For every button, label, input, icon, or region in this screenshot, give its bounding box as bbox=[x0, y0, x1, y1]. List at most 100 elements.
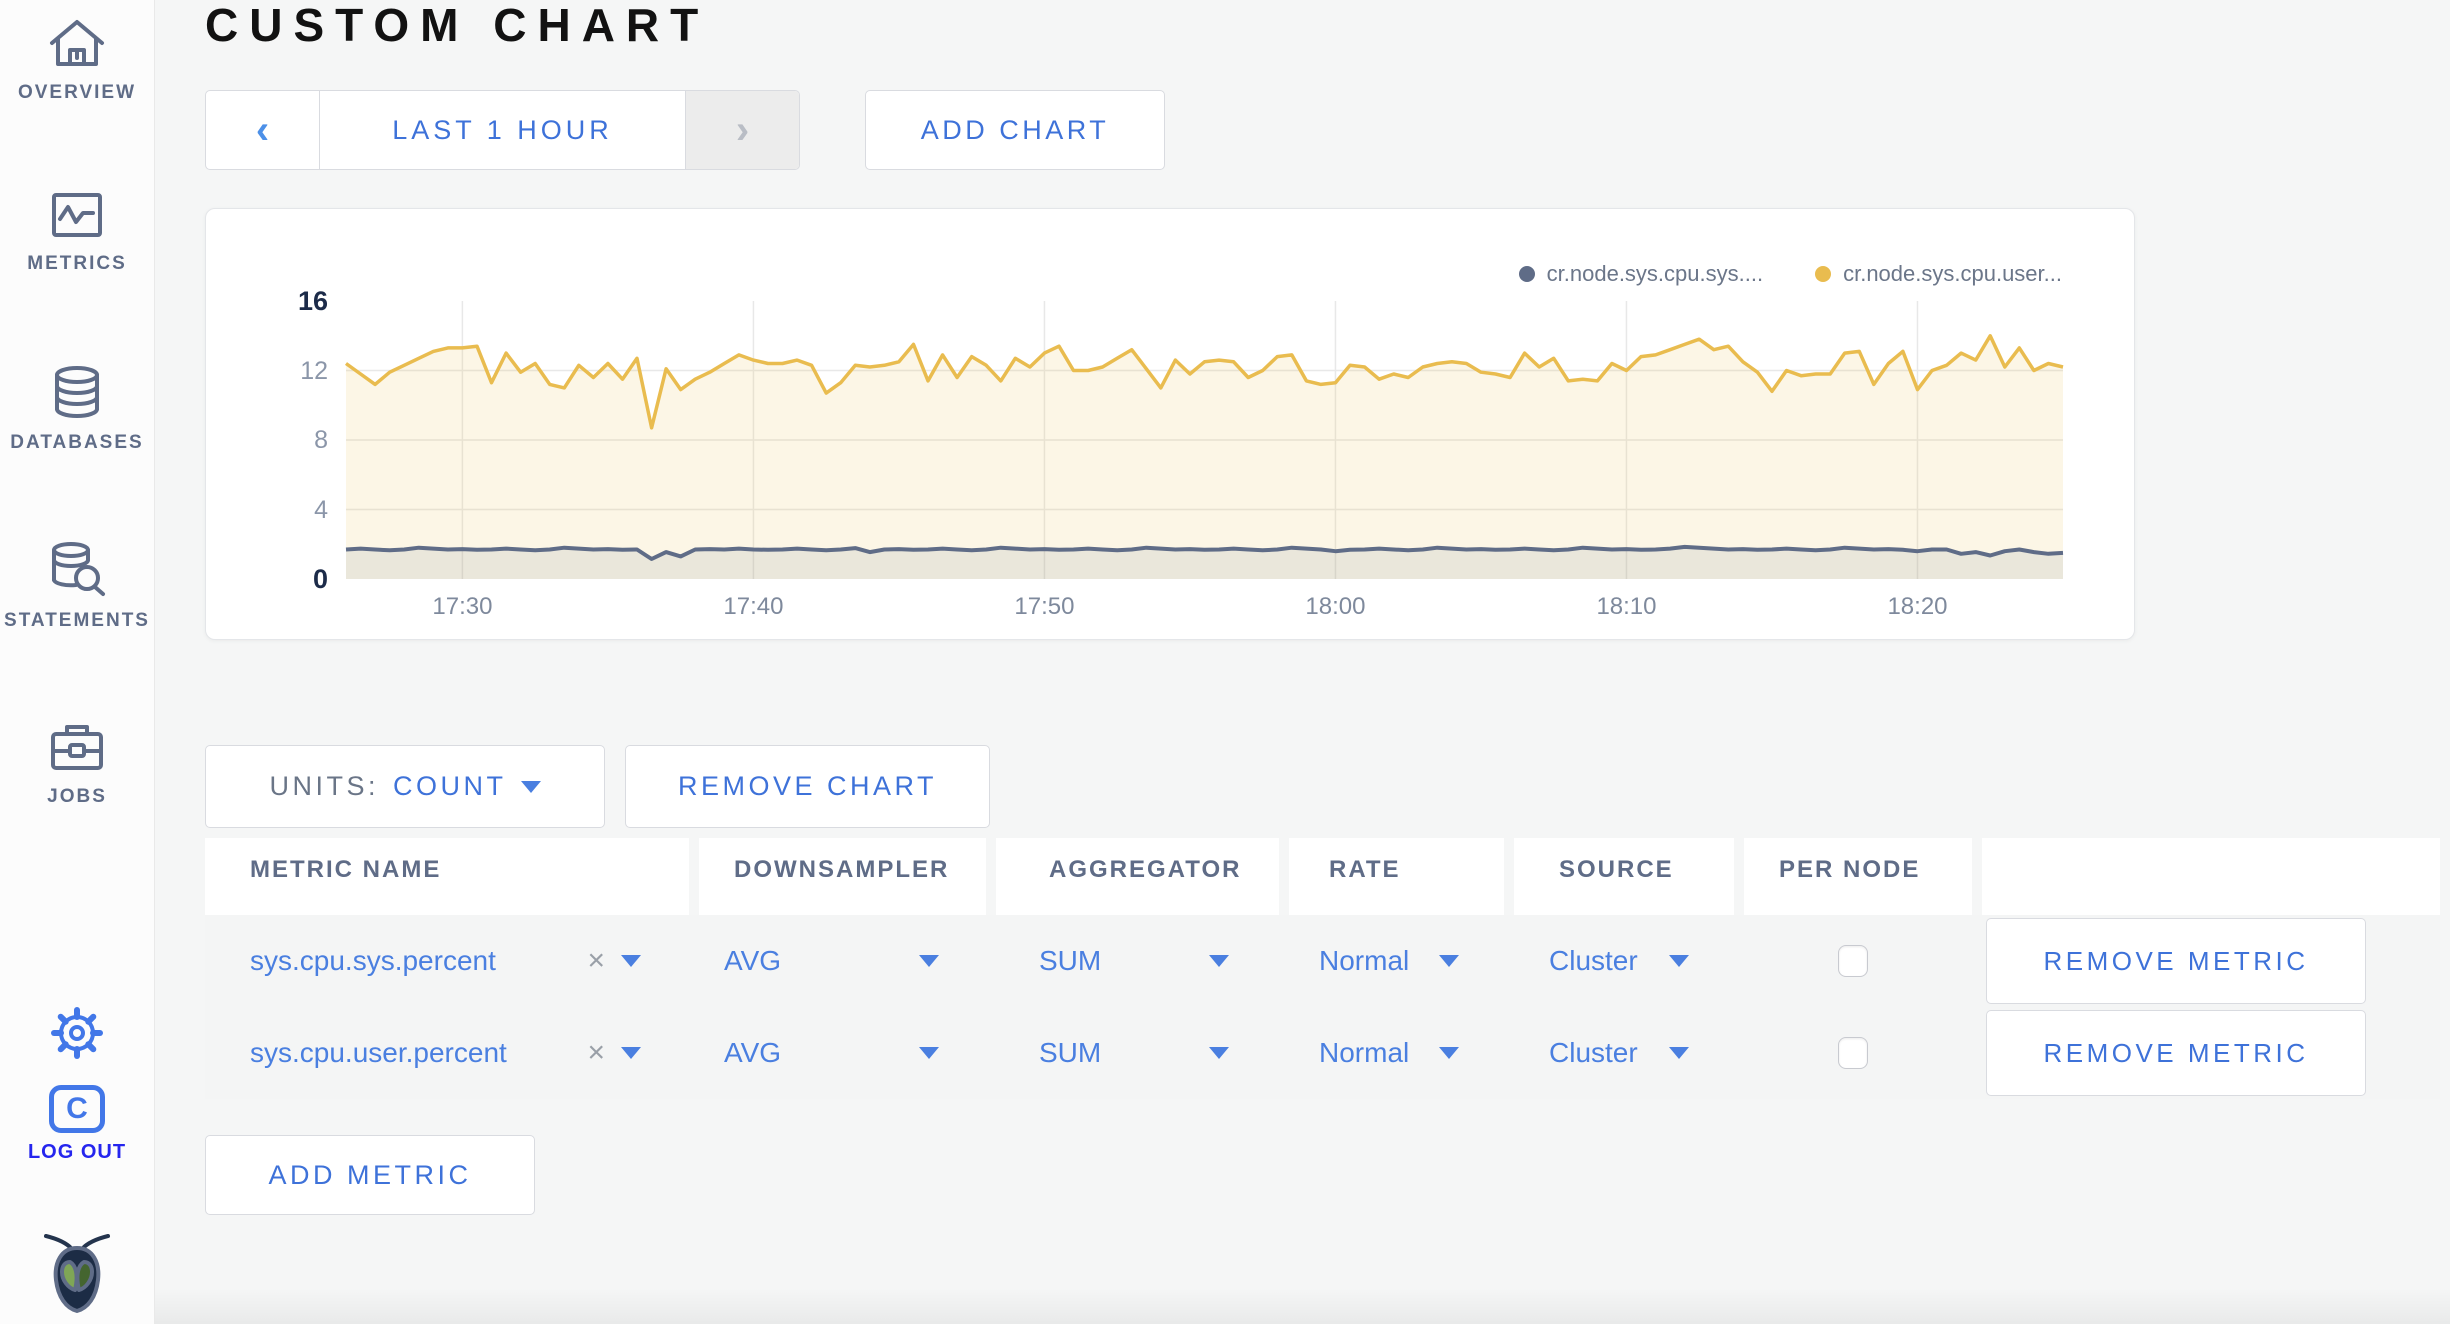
metrics-table: METRIC NAME DOWNSAMPLER AGGREGATOR RATE … bbox=[205, 838, 2440, 1099]
table-header-row: METRIC NAME DOWNSAMPLER AGGREGATOR RATE … bbox=[205, 838, 2440, 915]
clear-icon[interactable]: × bbox=[587, 1036, 605, 1069]
sidebar-item-label: METRICS bbox=[27, 253, 127, 274]
aggregator-value: SUM bbox=[1039, 1037, 1102, 1068]
source-dropdown[interactable] bbox=[1669, 1047, 1689, 1059]
column-header-actions bbox=[1982, 838, 2440, 915]
logout-label: LOG OUT bbox=[27, 1141, 127, 1163]
legend-item-user[interactable]: cr.node.sys.cpu.user... bbox=[1815, 261, 2062, 287]
caret-down-icon bbox=[1439, 1047, 1459, 1059]
aggregator-dropdown[interactable] bbox=[1209, 1047, 1229, 1059]
remove-chart-button[interactable]: REMOVE CHART bbox=[625, 745, 990, 828]
home-icon bbox=[45, 12, 109, 74]
metric-name-controls[interactable]: × bbox=[587, 1036, 641, 1070]
column-header-source: SOURCE bbox=[1514, 838, 1734, 915]
table-row: sys.cpu.user.percent × AVG SUM Normal bbox=[205, 1007, 2440, 1099]
page-title: CUSTOM CHART bbox=[205, 0, 710, 51]
time-range-value[interactable]: LAST 1 HOUR bbox=[392, 114, 613, 145]
downsampler-value: AVG bbox=[724, 945, 782, 976]
x-axis-tick-label: 17:50 bbox=[1014, 593, 1075, 620]
column-header-aggregator: AGGREGATOR bbox=[996, 838, 1279, 915]
add-chart-button[interactable]: ADD CHART bbox=[865, 90, 1165, 170]
legend-dot-icon bbox=[1815, 266, 1832, 282]
legend-dot-icon bbox=[1518, 266, 1535, 282]
sidebar-item-metrics[interactable]: METRICS bbox=[0, 187, 154, 275]
chevron-right-icon: › bbox=[735, 108, 750, 152]
aggregator-dropdown[interactable] bbox=[1209, 955, 1229, 967]
rate-dropdown[interactable] bbox=[1439, 955, 1459, 967]
clear-icon[interactable]: × bbox=[587, 944, 605, 977]
aggregator-value: SUM bbox=[1039, 945, 1102, 976]
logout-button[interactable]: C LOG OUT bbox=[0, 1085, 154, 1164]
sidebar-item-label: OVERVIEW bbox=[17, 82, 137, 103]
sidebar-item-jobs[interactable]: JOBS bbox=[0, 718, 154, 808]
source-dropdown[interactable] bbox=[1669, 955, 1689, 967]
chart-card: cr.node.sys.cpu.sys.... cr.node.sys.cpu.… bbox=[205, 208, 2135, 640]
sidebar-item-label: STATEMENTS bbox=[4, 610, 150, 631]
column-header-metric-name: METRIC NAME bbox=[205, 838, 689, 915]
caret-down-icon bbox=[520, 780, 541, 793]
metric-name-dropdown[interactable]: sys.cpu.sys.percent bbox=[250, 945, 496, 976]
chevron-left-icon: ‹ bbox=[255, 108, 270, 152]
x-axis-tick-label: 18:20 bbox=[1887, 593, 1948, 620]
time-series-plot[interactable] bbox=[344, 301, 2064, 579]
database-icon bbox=[45, 362, 109, 424]
caret-down-icon bbox=[1209, 955, 1229, 967]
downsampler-value: AVG bbox=[724, 1037, 782, 1068]
statements-icon bbox=[43, 538, 111, 602]
legend-label: cr.node.sys.cpu.user... bbox=[1843, 261, 2062, 286]
rate-dropdown[interactable] bbox=[1439, 1047, 1459, 1059]
units-label: UNITS: bbox=[269, 771, 379, 801]
remove-metric-button[interactable]: REMOVE METRIC bbox=[1986, 1010, 2366, 1096]
units-dropdown[interactable]: UNITS: COUNT bbox=[205, 745, 605, 828]
settings-button[interactable] bbox=[0, 1000, 154, 1066]
caret-down-icon bbox=[1209, 1047, 1229, 1059]
briefcase-icon bbox=[45, 718, 109, 778]
sidebar-item-databases[interactable]: DATABASES bbox=[0, 362, 154, 454]
caret-down-icon bbox=[1669, 955, 1689, 967]
time-range-next-button[interactable]: › bbox=[685, 91, 799, 169]
bottom-scroll-shadow bbox=[155, 1288, 2450, 1324]
per-node-checkbox[interactable] bbox=[1838, 1037, 1868, 1069]
y-axis-tick-label: 0 bbox=[312, 564, 328, 594]
caret-down-icon bbox=[1669, 1047, 1689, 1059]
y-axis-tick-label: 12 bbox=[300, 356, 328, 385]
caret-down-icon bbox=[621, 1047, 641, 1059]
source-value: Cluster bbox=[1549, 1037, 1638, 1068]
sidebar-item-statements[interactable]: STATEMENTS bbox=[0, 538, 154, 632]
cockroach-c-icon: C bbox=[49, 1085, 105, 1133]
time-range-prev-button[interactable]: ‹ bbox=[206, 91, 320, 169]
sidebar-item-overview[interactable]: OVERVIEW bbox=[0, 12, 154, 104]
metrics-icon bbox=[45, 187, 109, 245]
legend-label: cr.node.sys.cpu.sys.... bbox=[1546, 261, 1764, 286]
sidebar: OVERVIEW METRICS DATABASE bbox=[0, 0, 155, 1324]
units-value: COUNT bbox=[393, 771, 507, 801]
cockroach-logo bbox=[0, 1228, 154, 1314]
column-header-downsampler: DOWNSAMPLER bbox=[699, 838, 986, 915]
y-axis-tick-label: 4 bbox=[314, 495, 328, 524]
source-value: Cluster bbox=[1549, 945, 1638, 976]
x-axis-tick-label: 18:00 bbox=[1305, 593, 1366, 620]
x-axis-tick-label: 18:10 bbox=[1596, 593, 1657, 620]
downsampler-dropdown[interactable] bbox=[919, 1047, 939, 1059]
time-range-selector: ‹ LAST 1 HOUR › bbox=[205, 90, 800, 170]
remove-metric-button[interactable]: REMOVE METRIC bbox=[1986, 918, 2366, 1004]
chart-legend: cr.node.sys.cpu.sys.... cr.node.sys.cpu.… bbox=[1518, 261, 2062, 287]
metric-name-dropdown[interactable]: sys.cpu.user.percent bbox=[250, 1037, 507, 1068]
sidebar-item-label: JOBS bbox=[47, 786, 107, 807]
rate-value: Normal bbox=[1319, 945, 1410, 976]
table-row: sys.cpu.sys.percent × AVG SUM Normal bbox=[205, 915, 2440, 1007]
y-axis-tick-label: 8 bbox=[314, 426, 328, 454]
metric-name-controls[interactable]: × bbox=[587, 944, 641, 978]
caret-down-icon bbox=[919, 955, 939, 967]
sidebar-item-label: DATABASES bbox=[10, 432, 144, 453]
caret-down-icon bbox=[621, 955, 641, 967]
rate-value: Normal bbox=[1319, 1037, 1410, 1068]
y-axis-tick-label: 16 bbox=[297, 286, 328, 316]
downsampler-dropdown[interactable] bbox=[919, 955, 939, 967]
legend-item-sys[interactable]: cr.node.sys.cpu.sys.... bbox=[1518, 261, 1764, 287]
per-node-checkbox[interactable] bbox=[1838, 945, 1868, 977]
add-metric-button[interactable]: ADD METRIC bbox=[205, 1135, 535, 1215]
gear-icon bbox=[44, 1000, 110, 1066]
column-header-rate: RATE bbox=[1289, 838, 1504, 915]
column-header-per-node: PER NODE bbox=[1744, 838, 1972, 915]
